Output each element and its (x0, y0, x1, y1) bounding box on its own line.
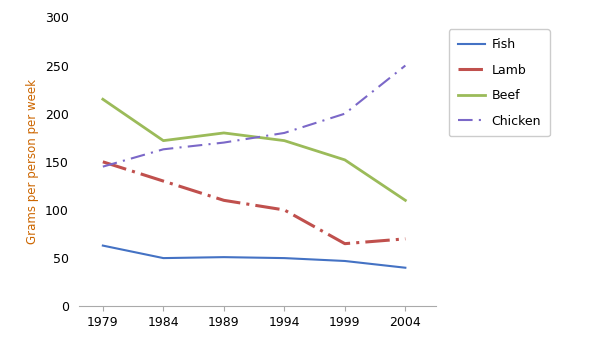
Legend: Fish, Lamb, Beef, Chicken: Fish, Lamb, Beef, Chicken (449, 30, 550, 136)
Y-axis label: Grams per person per week: Grams per person per week (27, 79, 39, 244)
